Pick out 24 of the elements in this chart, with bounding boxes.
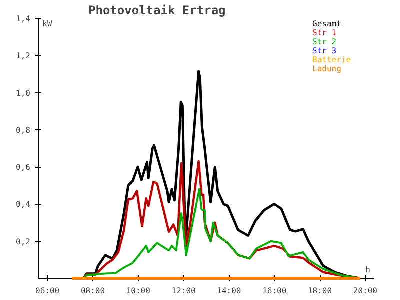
x-tick-label: 20:00	[353, 286, 378, 296]
x-tick-label: 14:00	[217, 286, 242, 296]
x-tick-label: 12:00	[172, 286, 196, 296]
y-tick-label: 0,6	[16, 163, 31, 172]
x-tick-label: 18:00	[308, 286, 332, 296]
legend-label: Str 3	[312, 46, 337, 56]
legend-label: Batterie	[312, 56, 352, 64]
x-tick-label: 10:00	[126, 286, 151, 296]
y-tick-label: 1,0	[16, 88, 31, 98]
x-tick-label: 06:00	[36, 286, 60, 296]
text: Ladung	[312, 64, 342, 74]
y-tick-label: 1,4	[16, 14, 31, 24]
y-tick-label: 0,4	[16, 200, 31, 210]
y-axis-title: kW	[42, 20, 52, 28]
text: Gesamt	[312, 20, 342, 28]
chart-title: Photovoltaik Ertrag	[88, 4, 226, 18]
y-tick-label: 0,2	[16, 237, 31, 246]
y-tick-label: 0,8	[16, 126, 31, 135]
y-tick-label: 1,2	[16, 52, 31, 61]
x-tick-label: 16:00	[262, 286, 287, 296]
text: Str 2	[312, 38, 337, 46]
x-axis-title: h	[366, 266, 371, 274]
x-tick-label: 08:00	[80, 286, 106, 296]
text: Str 1	[312, 28, 337, 38]
